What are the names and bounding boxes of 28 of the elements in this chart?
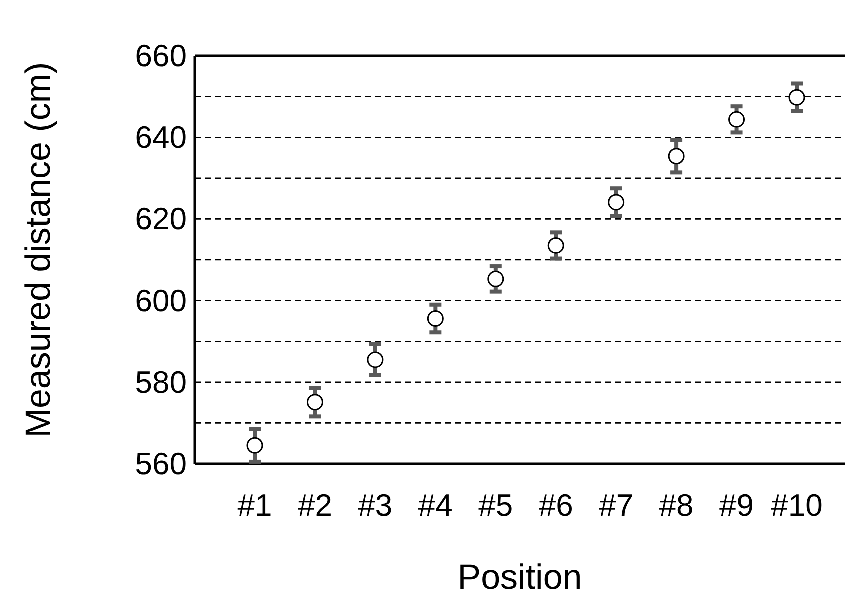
x-tick-label: #5 [478,488,514,523]
point [788,89,806,106]
x-axis-title: Position [458,558,582,597]
x-tick-label: #7 [599,488,634,523]
x-tick-label: #10 [771,488,823,523]
point [427,310,444,327]
x-tick-label: #2 [298,488,332,523]
x-tick-label: #1 [238,488,272,523]
y-axis-title: Measured distance (cm) [19,62,58,438]
x-tick-label: #4 [418,488,453,523]
point [548,237,564,254]
point [668,148,685,165]
x-tick-label: #6 [538,488,574,523]
x-tick-label: #3 [358,488,393,523]
y-tick-label: 640 [135,120,187,156]
point [488,270,504,288]
x-tick-label: #8 [659,488,694,523]
y-tick-label: 600 [135,283,187,318]
y-tick-label: 560 [135,446,187,482]
point [246,437,264,454]
point [728,111,746,128]
y-tick-label: 580 [135,364,187,400]
point [367,352,384,368]
point [306,394,324,411]
x-tick-label: #9 [720,488,754,523]
y-tick-label: 620 [135,202,187,237]
point [608,194,625,211]
y-tick-label: 660 [135,38,187,74]
